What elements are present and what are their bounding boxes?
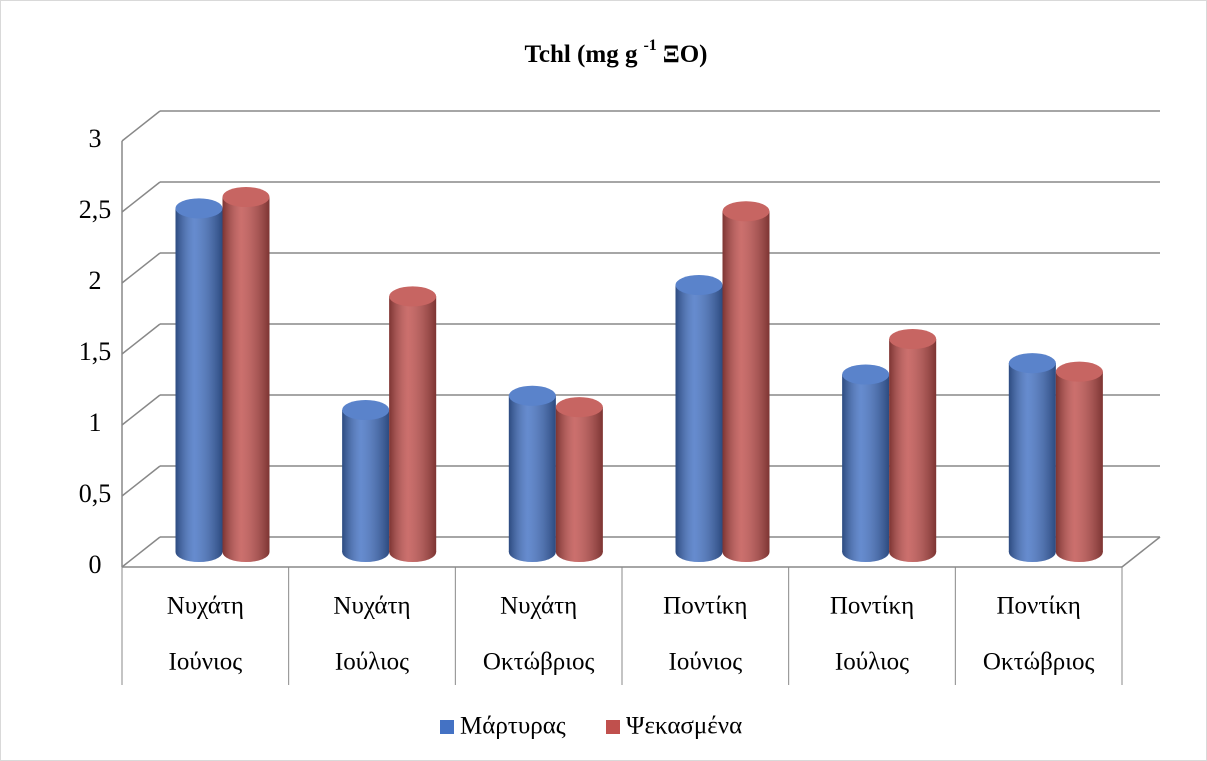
title-main: Tchl (mg g: [524, 41, 637, 68]
bar-body-shade: [722, 211, 770, 552]
bar-body-shade: [342, 410, 390, 552]
grid-line: [121, 110, 161, 142]
floor-edge: [1121, 536, 1161, 568]
bar: [175, 198, 223, 562]
bar: [842, 364, 890, 562]
x-tick-label: Ποντίκη: [997, 593, 1081, 620]
bar-top-shade: [1055, 361, 1103, 382]
x-tick-label: Οκτώβριος: [483, 649, 595, 676]
bar-body-shade: [842, 374, 890, 552]
bar-top: [1055, 361, 1103, 382]
bar-top-shade: [555, 397, 603, 418]
bar: [722, 201, 770, 562]
bar-top: [555, 397, 603, 418]
bar-body-shade: [555, 407, 603, 552]
y-tick-label: 0: [89, 550, 102, 579]
grid-line: [121, 394, 161, 426]
y-tick-label: 0,5: [79, 479, 112, 508]
bar-body-shade: [1008, 363, 1056, 552]
x-tick-label: Ιούνιος: [669, 649, 743, 676]
x-tick-label: Ποντίκη: [663, 593, 747, 620]
y-tick-label: 3: [89, 124, 102, 153]
bar-top: [675, 275, 723, 296]
y-tick-label: 2,5: [79, 195, 112, 224]
bar-top: [508, 385, 556, 406]
legend-swatch: [606, 720, 620, 734]
bar-top-shade: [222, 187, 270, 207]
legend-label: Ψεκασμένα: [626, 713, 742, 740]
bar: [222, 187, 270, 562]
bar-top-shade: [389, 286, 437, 307]
bar: [389, 286, 437, 562]
x-tick-label: Νυχάτη: [333, 593, 410, 620]
grid-line: [121, 323, 161, 355]
bar-top: [342, 400, 390, 420]
grid-line: [121, 181, 161, 213]
y-tick-label: 2: [89, 266, 102, 295]
bar-top: [1008, 353, 1056, 374]
bar-body-shade: [1055, 371, 1103, 552]
chart-title: Tchl (mg g -1 ΞΟ): [524, 37, 707, 68]
bar: [1008, 353, 1056, 562]
bar-top: [842, 364, 890, 385]
x-tick-label: Νυχάτη: [500, 593, 577, 620]
x-tick-label: Οκτώβριος: [983, 649, 1095, 676]
bar-top-shade: [722, 201, 770, 222]
bar-body-shade: [889, 339, 937, 552]
legend-swatch: [440, 720, 454, 734]
bar-top: [389, 286, 437, 307]
bar-top: [889, 329, 937, 349]
bar-body-shade: [175, 208, 223, 553]
bar-top-shade: [342, 400, 390, 420]
bar-top-shade: [508, 385, 556, 406]
bar: [555, 397, 603, 562]
bar-body-shade: [389, 296, 437, 552]
bar: [889, 329, 937, 562]
x-tick-label: Ιούλιος: [335, 649, 409, 676]
bar-top-shade: [842, 364, 890, 385]
x-tick-label: Ιούνιος: [169, 649, 243, 676]
bar: [675, 275, 723, 562]
bar-top-shade: [175, 198, 223, 219]
bar: [508, 385, 556, 562]
title-end: ΞΟ): [663, 41, 708, 68]
bar-top: [722, 201, 770, 222]
grid-line: [121, 536, 161, 568]
y-tick-label: 1,5: [79, 337, 112, 366]
title-superscript: -1: [643, 37, 656, 54]
bar-top-shade: [889, 329, 937, 349]
legend-label: Μάρτυρας: [460, 713, 566, 740]
bar: [1055, 361, 1103, 562]
bar-top-shade: [675, 275, 723, 296]
x-tick-label: Νυχάτη: [167, 593, 244, 620]
grid-line: [121, 252, 161, 284]
bar-top: [175, 198, 223, 219]
x-tick-label: Ιούλιος: [835, 649, 909, 676]
bar: [342, 400, 390, 562]
bar-body-shade: [222, 197, 270, 552]
bar-body-shade: [675, 285, 723, 552]
bar-body-shade: [508, 395, 556, 552]
grid-line: [121, 465, 161, 497]
bar-top-shade: [1008, 353, 1056, 374]
y-tick-label: 1: [89, 408, 102, 437]
x-tick-label: Ποντίκη: [830, 593, 914, 620]
bar-top: [222, 187, 270, 207]
